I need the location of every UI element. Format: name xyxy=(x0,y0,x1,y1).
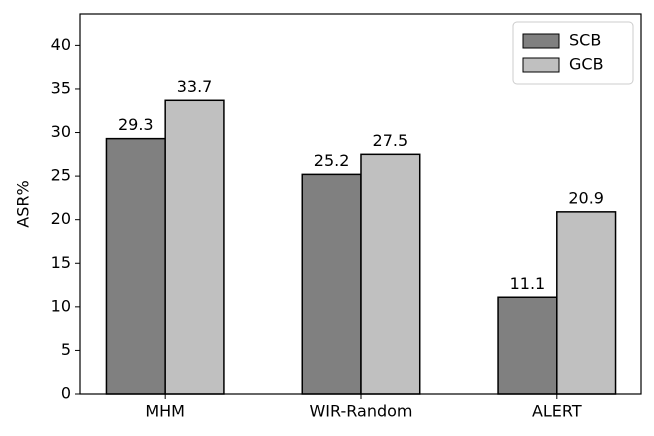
y-tick-label: 25 xyxy=(51,166,71,185)
bar xyxy=(105,137,166,395)
y-tick-label: 5 xyxy=(61,340,71,359)
legend-swatch xyxy=(522,33,560,49)
bar xyxy=(301,173,362,395)
value-label: 27.5 xyxy=(373,131,409,150)
legend-swatch xyxy=(522,57,560,73)
bar xyxy=(556,211,617,395)
bar xyxy=(497,296,558,395)
bar xyxy=(164,99,225,395)
legend-label: GCB xyxy=(569,55,604,74)
y-tick-label: 0 xyxy=(61,384,71,403)
bar xyxy=(360,153,421,395)
value-label: 29.3 xyxy=(118,115,154,134)
x-tick-label: ALERT xyxy=(532,402,582,421)
value-label: 20.9 xyxy=(568,188,604,207)
value-label: 25.2 xyxy=(314,151,350,170)
y-tick-label: 40 xyxy=(51,35,71,54)
y-tick-label: 35 xyxy=(51,78,71,97)
value-label: 11.1 xyxy=(510,274,546,293)
y-tick-label: 20 xyxy=(51,209,71,228)
y-axis-label: ASR% xyxy=(14,180,33,227)
x-tick-label: MHM xyxy=(145,402,185,421)
y-tick-label: 10 xyxy=(51,296,71,315)
legend-label: SCB xyxy=(569,31,601,50)
x-tick-label: WIR-Random xyxy=(309,402,412,421)
y-tick-label: 30 xyxy=(51,122,71,141)
y-tick-label: 15 xyxy=(51,253,71,272)
plot-frame xyxy=(79,13,642,395)
value-label: 33.7 xyxy=(177,77,213,96)
